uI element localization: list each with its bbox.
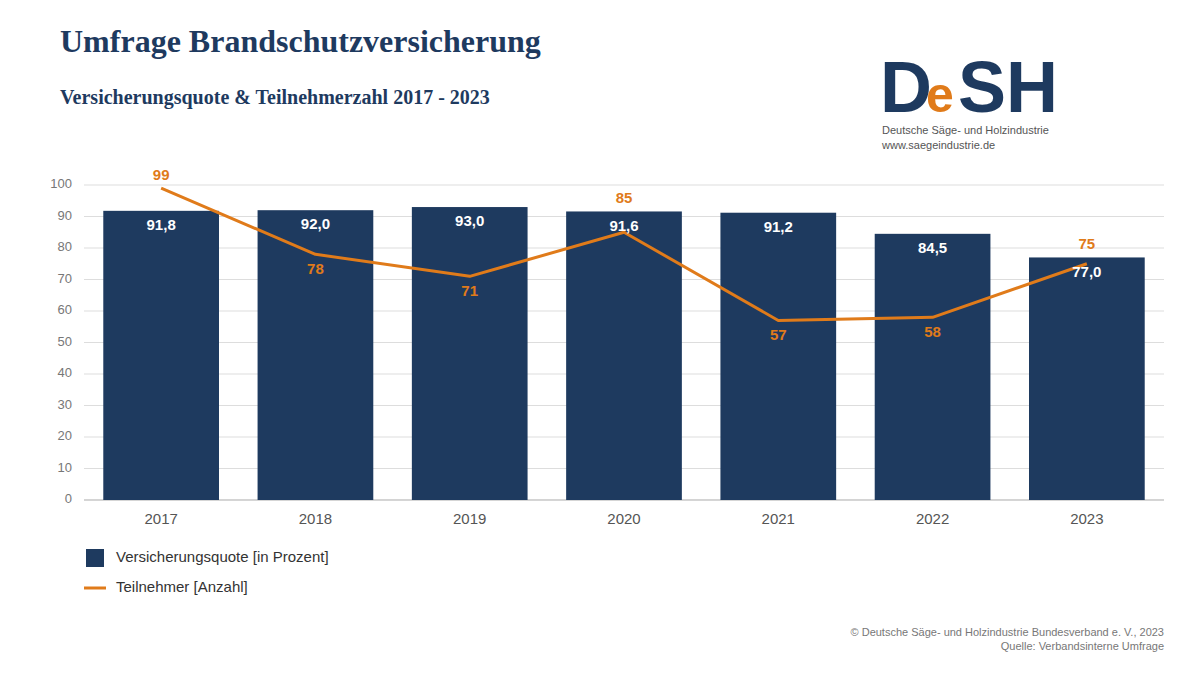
y-tick-label: 40 [58, 365, 72, 380]
copyright-line: Quelle: Verbandsinterne Umfrage [1001, 640, 1164, 652]
bar [720, 213, 836, 500]
logo-letter: e [926, 67, 954, 123]
y-tick-label: 80 [58, 239, 72, 254]
line-label: 85 [616, 189, 633, 206]
bar-label: 91,2 [764, 218, 793, 235]
subtitle: Versicherungsquote & Teilnehmerzahl 2017… [60, 86, 490, 109]
legend-label: Versicherungsquote [in Prozent] [116, 548, 329, 565]
x-tick-label: 2018 [299, 510, 332, 527]
bar-label: 92,0 [301, 215, 330, 232]
legend-swatch [84, 587, 106, 590]
x-tick-label: 2020 [607, 510, 640, 527]
y-tick-label: 90 [58, 208, 72, 223]
y-tick-label: 100 [50, 176, 72, 191]
title: Umfrage Brandschutzversicherung [60, 23, 541, 59]
y-axis: 0 10 20 30 40 50 60 70 80 90 100 [50, 176, 1164, 506]
logo: DeSHDeutsche Säge- und Holzindustrie www.… [880, 47, 1058, 151]
y-tick-label: 70 [58, 271, 72, 286]
marks [103, 188, 1144, 500]
legend-swatch [86, 549, 104, 567]
x-tick-label: 2019 [453, 510, 486, 527]
background [0, 0, 1200, 675]
bar-label: 91,8 [147, 216, 176, 233]
bar-label: 91,6 [609, 217, 638, 234]
line-label: 78 [307, 260, 324, 277]
y-tick-label: 10 [58, 460, 72, 475]
y-tick-label: 60 [58, 302, 72, 317]
page: {"chart_data": { "type": "bar", "title":… [0, 0, 1200, 675]
x-tick-label: 2022 [916, 510, 949, 527]
bar [412, 207, 528, 500]
legend-label: Teilnehmer [Anzahl] [116, 578, 248, 595]
logo-subtext: Deutsche Säge- und Holzindustrie [882, 124, 1049, 136]
x-tick-label: 2017 [144, 510, 177, 527]
logo-letter: SH [958, 47, 1058, 127]
grid-line [84, 185, 1164, 186]
y-tick-label: 30 [58, 397, 72, 412]
logo-subtext: www.saegeindustrie.de [881, 139, 995, 151]
line-label: 71 [461, 282, 478, 299]
x-tick-label: 2021 [762, 510, 795, 527]
copyright: © Deutsche Säge- und Holzindustrie Bunde… [851, 626, 1164, 652]
bar [103, 211, 219, 500]
x-tick-label: 2023 [1070, 510, 1103, 527]
bar-label: 93,0 [455, 212, 484, 229]
x-axis: 2017 2018 2019 2020 2021 2022 2023 [144, 510, 1103, 527]
y-tick-label: 20 [58, 428, 72, 443]
y-tick-label: 0 [65, 491, 72, 506]
copyright-line: © Deutsche Säge- und Holzindustrie Bunde… [851, 626, 1164, 638]
bar [1029, 257, 1145, 500]
line-label: 99 [153, 166, 170, 183]
line-label: 75 [1079, 235, 1096, 252]
legend: Versicherungsquote [in Prozent] Teilnehme… [84, 548, 329, 595]
y-tick-label: 50 [58, 334, 72, 349]
bar-label: 84,5 [918, 239, 947, 256]
logo-letter: D [880, 47, 932, 127]
line [161, 188, 1087, 320]
data-labels: 91,8 92,0 93,0 91,6 91,2 84,5 77,0 99 78 71 85 57 58… [147, 166, 1102, 343]
bar [875, 234, 991, 500]
chart: Umfrage Brandschutzversicherung Versicher… [0, 0, 1200, 675]
line-label: 57 [770, 326, 787, 343]
bar-label: 77,0 [1072, 263, 1101, 280]
line-label: 58 [924, 323, 941, 340]
